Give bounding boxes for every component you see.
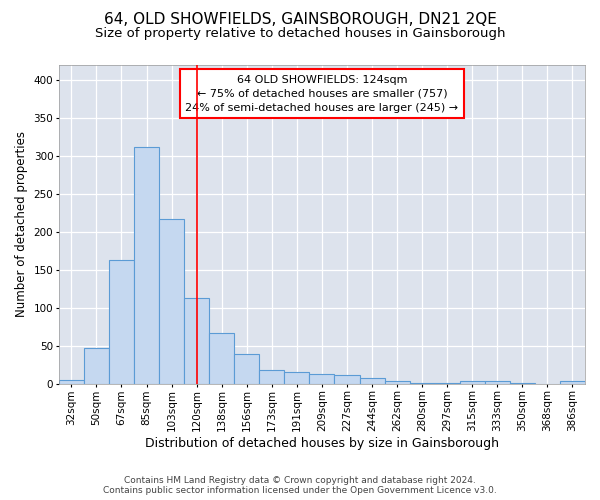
Bar [84, 348, 109, 384]
Bar [434, 383, 460, 384]
Bar [234, 354, 259, 384]
Bar [359, 378, 385, 384]
Bar [385, 380, 410, 384]
Bar [510, 383, 535, 384]
Bar [109, 260, 134, 384]
Bar [284, 372, 310, 384]
Bar [209, 333, 234, 384]
Bar [184, 298, 209, 384]
Bar [259, 370, 284, 384]
Bar [159, 219, 184, 384]
Bar [410, 383, 434, 384]
X-axis label: Distribution of detached houses by size in Gainsborough: Distribution of detached houses by size … [145, 437, 499, 450]
Text: 64, OLD SHOWFIELDS, GAINSBOROUGH, DN21 2QE: 64, OLD SHOWFIELDS, GAINSBOROUGH, DN21 2… [104, 12, 496, 28]
Bar [134, 147, 159, 384]
Y-axis label: Number of detached properties: Number of detached properties [15, 132, 28, 318]
Text: 64 OLD SHOWFIELDS: 124sqm
← 75% of detached houses are smaller (757)
24% of semi: 64 OLD SHOWFIELDS: 124sqm ← 75% of detac… [185, 74, 458, 112]
Bar [59, 380, 84, 384]
Bar [310, 374, 334, 384]
Bar [334, 374, 359, 384]
Bar [560, 380, 585, 384]
Bar [485, 382, 510, 384]
Bar [460, 380, 485, 384]
Text: Size of property relative to detached houses in Gainsborough: Size of property relative to detached ho… [95, 28, 505, 40]
Text: Contains HM Land Registry data © Crown copyright and database right 2024.
Contai: Contains HM Land Registry data © Crown c… [103, 476, 497, 495]
